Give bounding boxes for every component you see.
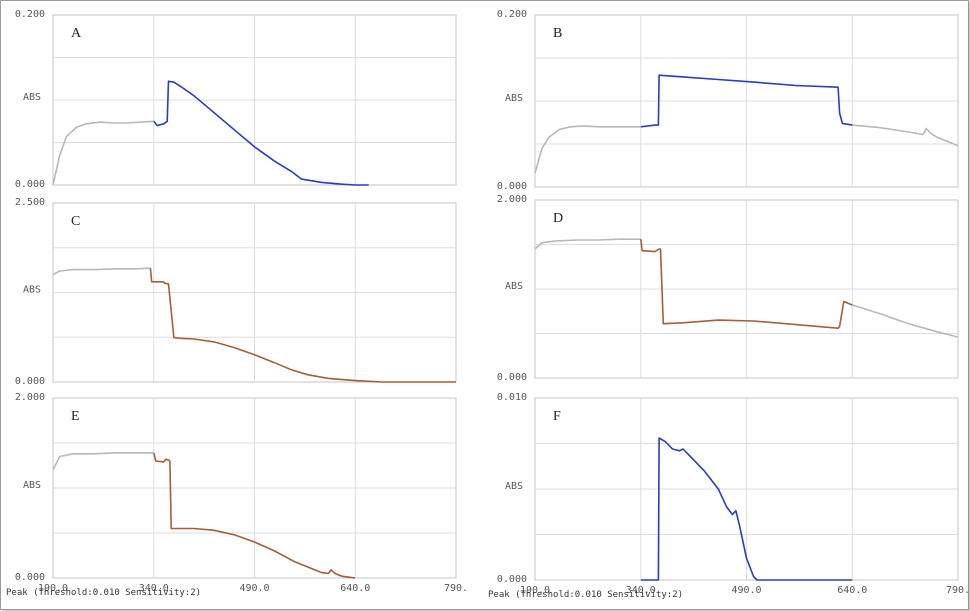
series-line	[52, 267, 151, 276]
panel-a: 0.200 0.000 ABS A	[15, 9, 457, 190]
y-axis-label: ABS	[505, 281, 523, 292]
x-tick-label: 340.0	[139, 583, 169, 594]
series-line	[852, 124, 959, 147]
y-tick-top: 2.000	[497, 194, 527, 205]
series-line	[153, 452, 356, 579]
y-tick-bottom: 0.000	[15, 572, 45, 583]
x-tick-label: 340.0	[626, 585, 656, 596]
panel-label: F	[553, 409, 561, 424]
x-tick-label: 640.0	[837, 585, 867, 596]
series-line	[640, 239, 853, 330]
panel-label: C	[71, 214, 80, 229]
series-line	[640, 74, 853, 128]
y-axis-label: ABS	[505, 481, 523, 492]
series-line	[640, 437, 853, 581]
x-tick-label: 190.0	[520, 585, 550, 596]
y-axis-label: ABS	[505, 93, 523, 104]
x-tick-label: 490.0	[731, 585, 761, 596]
y-tick-top: 0.200	[15, 9, 45, 20]
y-tick-top: 2.500	[15, 197, 45, 208]
panel-label: A	[71, 26, 82, 41]
y-axis-label: ABS	[23, 285, 41, 296]
y-tick-top: 0.010	[497, 392, 527, 403]
panel-d: 2.000 0.000 ABS D	[497, 194, 959, 383]
y-tick-bottom: 0.000	[497, 181, 527, 192]
series-line	[852, 304, 959, 338]
panel-c: 2.500 0.000 ABS C	[15, 197, 457, 387]
panel-f: 0.010 0.000 ABS F 190.0 340.0 490.0 640.0 790. Pe…	[488, 392, 970, 600]
panel-b: 0.200 0.000 ABS B	[497, 9, 959, 192]
x-tick-label: 190.0	[38, 583, 68, 594]
panel-label: E	[71, 409, 80, 424]
y-tick-bottom: 0.000	[497, 574, 527, 585]
status-text: Peak (Threshold:0.010 Sensitivity:2)	[488, 590, 683, 600]
x-tick-label: 490.0	[239, 583, 269, 594]
series-line	[149, 268, 456, 383]
status-text: Peak (Threshold:0.010 Sensitivity:2)	[6, 588, 201, 598]
y-tick-top: 2.000	[15, 392, 45, 403]
series-line	[153, 80, 369, 186]
panel-label: B	[553, 26, 562, 41]
y-tick-bottom: 0.000	[15, 179, 45, 190]
y-tick-bottom: 0.000	[15, 376, 45, 387]
series-line	[52, 452, 154, 471]
series-line	[534, 125, 641, 174]
series-line	[534, 238, 641, 250]
series-line	[52, 120, 154, 186]
y-axis-label: ABS	[23, 92, 41, 103]
y-axis-label: ABS	[23, 480, 41, 491]
x-tick-label: 790.	[444, 583, 468, 594]
y-tick-bottom: 0.000	[497, 372, 527, 383]
panel-e: 2.000 0.000 ABS E 190.0 340.0 490.0 640.0 790. Pe…	[6, 392, 468, 598]
panel-label: D	[553, 211, 563, 226]
x-tick-label: 790.	[946, 585, 970, 596]
y-tick-top: 0.200	[497, 9, 527, 20]
x-tick-label: 640.0	[340, 583, 370, 594]
